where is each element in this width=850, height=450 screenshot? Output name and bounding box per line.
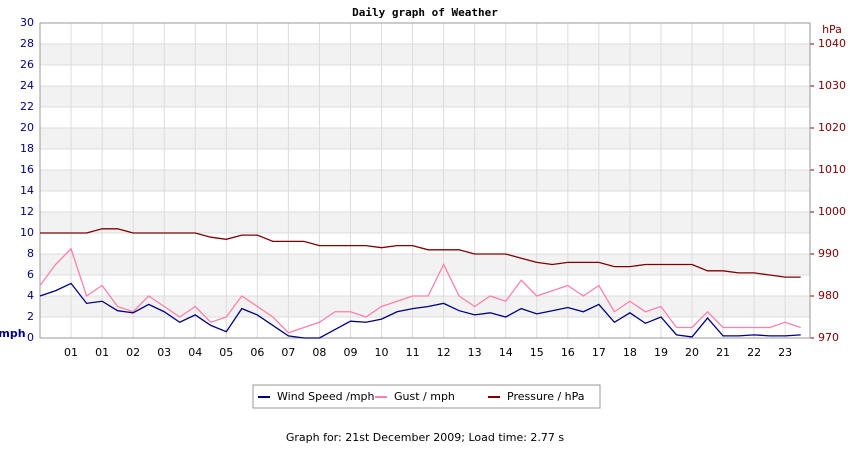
y2-tick-label: 1040 bbox=[818, 37, 846, 50]
series-line bbox=[39, 247, 801, 334]
y2-tick-label: 1000 bbox=[818, 205, 846, 218]
x-tick-label: 23 bbox=[778, 346, 792, 359]
y-tick-label: 26 bbox=[20, 58, 34, 71]
y2-tick-label: 1030 bbox=[818, 79, 846, 92]
x-tick-label: 16 bbox=[561, 346, 575, 359]
x-tick-label: 15 bbox=[530, 346, 544, 359]
x-tick-label: 13 bbox=[468, 346, 482, 359]
x-tick-label: 05 bbox=[219, 346, 233, 359]
y-tick-label: 24 bbox=[20, 79, 34, 92]
y2-tick-label: 980 bbox=[818, 289, 839, 302]
x-tick-label: 01 bbox=[95, 346, 109, 359]
y-tick-label: 2 bbox=[27, 310, 34, 323]
grid-band bbox=[40, 212, 810, 233]
y-axis-label: mph bbox=[0, 327, 26, 340]
grid-band bbox=[40, 170, 810, 191]
legend-label: Wind Speed /mph bbox=[277, 390, 375, 403]
x-tick-label: 01 bbox=[64, 346, 78, 359]
legend-box bbox=[252, 384, 601, 409]
series-line bbox=[39, 282, 801, 339]
y2-axis-label: hPa bbox=[822, 23, 842, 36]
x-tick-label: 11 bbox=[406, 346, 420, 359]
x-tick-label: 19 bbox=[654, 346, 668, 359]
grid-band bbox=[40, 86, 810, 107]
y-tick-label: 0 bbox=[27, 331, 34, 344]
y-tick-label: 18 bbox=[20, 142, 34, 155]
grid-band bbox=[40, 128, 810, 149]
x-tick-label: 06 bbox=[250, 346, 264, 359]
legend-label: Pressure / hPa bbox=[507, 390, 585, 403]
x-tick-label: 20 bbox=[685, 346, 699, 359]
x-tick-label: 21 bbox=[716, 346, 730, 359]
x-tick-label: 04 bbox=[188, 346, 202, 359]
y2-tick-label: 990 bbox=[818, 247, 839, 260]
y-tick-label: 30 bbox=[20, 16, 34, 29]
y-tick-label: 4 bbox=[27, 289, 34, 302]
x-tick-label: 02 bbox=[126, 346, 140, 359]
footer: Graph for: 21st December 2009; Load time… bbox=[286, 431, 565, 444]
grid-band bbox=[40, 44, 810, 65]
y-tick-label: 8 bbox=[27, 247, 34, 260]
y-tick-label: 22 bbox=[20, 100, 34, 113]
y-tick-label: 16 bbox=[20, 163, 34, 176]
legend-label: Gust / mph bbox=[394, 390, 455, 403]
y2-tick-label: 1010 bbox=[818, 163, 846, 176]
y-tick-label: 28 bbox=[20, 37, 34, 50]
x-tick-label: 10 bbox=[375, 346, 389, 359]
plot-frame bbox=[39, 22, 811, 339]
y-tick-label: 10 bbox=[20, 226, 34, 239]
x-tick-label: 14 bbox=[499, 346, 513, 359]
x-tick-label: 03 bbox=[157, 346, 171, 359]
grid-band bbox=[40, 254, 810, 275]
series-line bbox=[40, 228, 801, 278]
x-tick-label: 08 bbox=[312, 346, 326, 359]
y-tick-label: 20 bbox=[20, 121, 34, 134]
chart-title: Daily graph of Weather bbox=[352, 6, 498, 19]
y2-tick-label: 970 bbox=[818, 331, 839, 344]
x-tick-label: 12 bbox=[437, 346, 451, 359]
y-tick-label: 6 bbox=[27, 268, 34, 281]
y-tick-label: 12 bbox=[20, 205, 34, 218]
x-tick-label: 07 bbox=[281, 346, 295, 359]
y2-tick-label: 1020 bbox=[818, 121, 846, 134]
y-tick-label: 14 bbox=[20, 184, 34, 197]
x-tick-label: 22 bbox=[747, 346, 761, 359]
x-tick-label: 18 bbox=[623, 346, 637, 359]
x-tick-label: 17 bbox=[592, 346, 606, 359]
x-tick-label: 09 bbox=[343, 346, 357, 359]
